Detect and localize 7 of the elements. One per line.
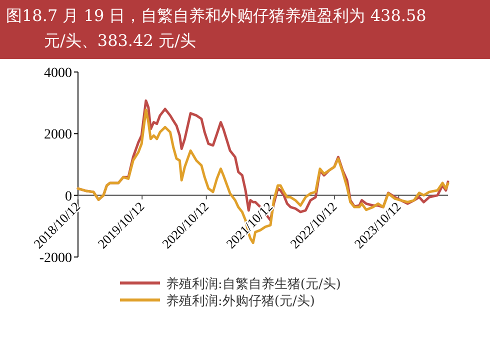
y-tick-label: 2000 [44, 128, 72, 143]
legend-label: 养殖利润:自繁自养生猪(元/头) [166, 276, 341, 292]
y-tick-label: 0 [65, 189, 72, 204]
chart-title: 图18.7 月 19 日，自繁自养和外购仔猪养殖盈利为 438.58 元/头、383.42 元/头 [0, 0, 490, 59]
y-tick-label: 4000 [44, 66, 72, 81]
legend-label: 养殖利润:外购仔猪(元/头) [166, 293, 315, 309]
y-tick-label: -2000 [39, 251, 72, 266]
